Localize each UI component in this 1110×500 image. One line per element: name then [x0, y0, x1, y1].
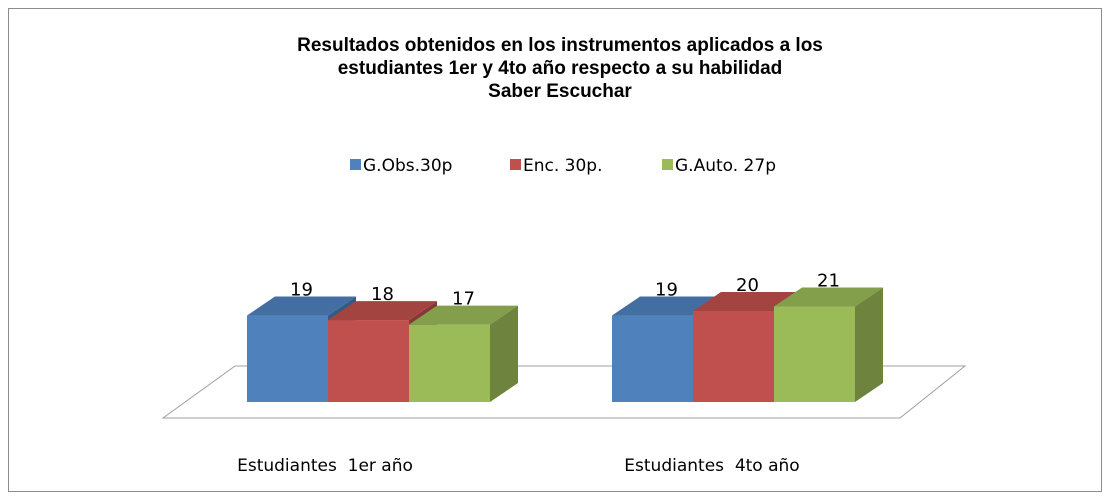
data-label: 20 — [736, 275, 759, 296]
bar-top — [247, 296, 356, 316]
legend-swatch — [510, 159, 521, 170]
data-label: 19 — [290, 280, 313, 301]
bar — [328, 320, 409, 402]
x-tick-label: Estudiantes 4to año — [624, 456, 799, 476]
data-label: 19 — [655, 280, 678, 301]
bar-side — [490, 305, 518, 402]
x-tick-label: Estudiantes 1er año — [237, 456, 413, 476]
legend-label: G.Obs.30p — [363, 156, 452, 176]
bar-top — [328, 301, 437, 321]
chart-title: estudiantes 1er y 4to año respecto a su … — [338, 58, 783, 79]
legend-swatch — [662, 159, 673, 170]
legend-swatch — [350, 159, 361, 170]
bar — [774, 306, 855, 402]
bar — [612, 315, 693, 402]
bar — [693, 311, 774, 402]
legend-label: Enc. 30p. — [523, 156, 603, 176]
data-label: 17 — [452, 289, 475, 310]
legend-label: G.Auto. 27p — [675, 156, 776, 176]
bar-top — [774, 287, 883, 307]
data-label: 21 — [817, 270, 840, 291]
bar-side — [855, 287, 883, 402]
bar-top — [409, 305, 518, 325]
chart-title: Saber Escuchar — [488, 81, 632, 102]
chart-title: Resultados obtenidos en los instrumentos… — [297, 35, 823, 56]
data-label: 18 — [371, 284, 394, 305]
bar — [247, 315, 328, 402]
bar — [409, 324, 490, 402]
